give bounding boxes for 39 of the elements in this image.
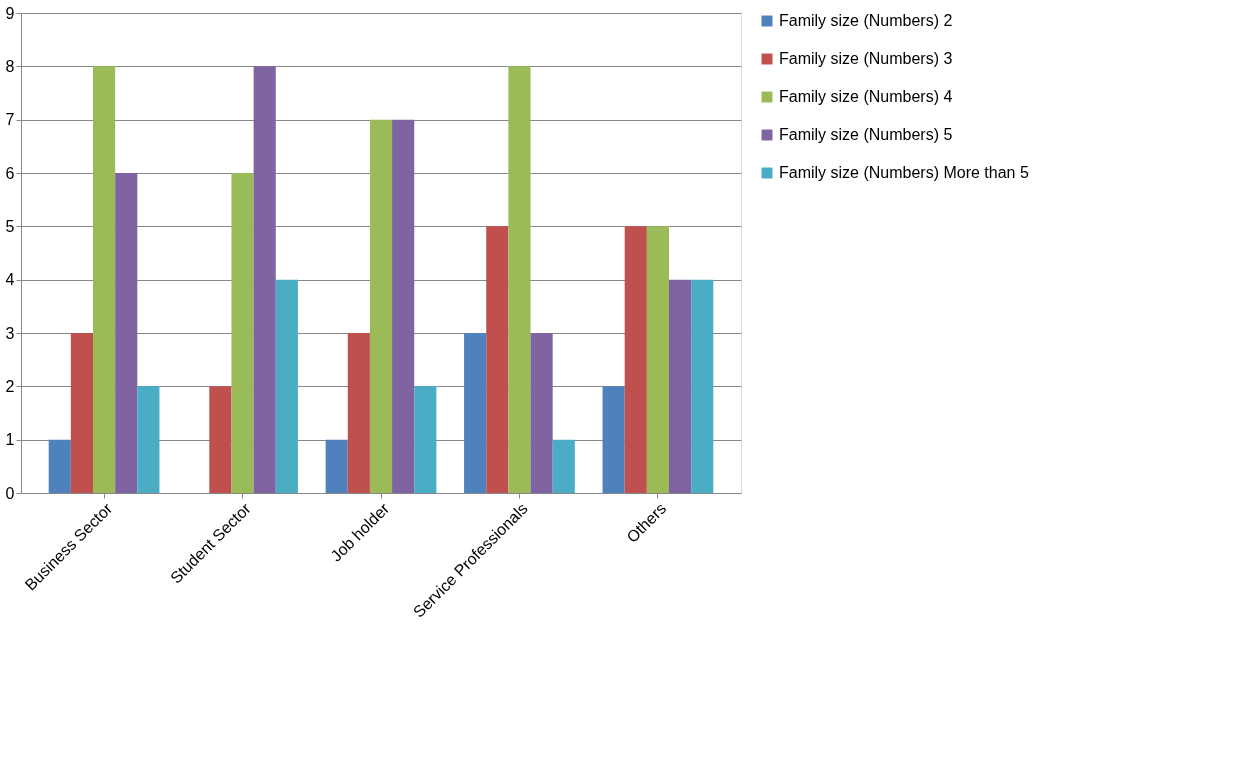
y-tick-label: 1 (5, 431, 15, 449)
bar (137, 386, 160, 493)
legend-label: Family size (Numbers) 3 (779, 50, 953, 67)
y-tick-label: 2 (5, 377, 15, 395)
bar (231, 173, 254, 493)
bar (48, 439, 71, 493)
bar (508, 66, 531, 493)
bar (369, 119, 393, 493)
bar (646, 226, 669, 493)
bar (414, 386, 437, 493)
y-tick-label: 8 (5, 57, 15, 75)
bar (602, 386, 625, 493)
legend-label: Family size (Numbers) 5 (779, 126, 953, 143)
bar (325, 439, 348, 493)
bar (624, 226, 647, 493)
bar (253, 66, 276, 493)
bar (464, 333, 487, 493)
bar (392, 119, 415, 493)
bar (691, 279, 714, 493)
bar (70, 333, 93, 493)
legend-label: Family size (Numbers) 2 (779, 12, 953, 29)
legend-label: Family size (Numbers) More than 5 (779, 164, 1029, 181)
bar (275, 279, 298, 493)
bar (530, 333, 553, 493)
y-tick-label: 7 (5, 111, 15, 129)
y-tick-label: 3 (5, 324, 15, 342)
y-tick-label: 0 (5, 484, 15, 502)
bar (209, 386, 232, 493)
y-tick-label: 5 (5, 217, 15, 235)
bar (669, 279, 692, 493)
bar (552, 439, 575, 493)
y-tick-label: 9 (5, 4, 15, 22)
bar (93, 66, 116, 493)
bar (486, 226, 509, 493)
y-tick-label: 4 (5, 271, 15, 289)
y-tick-label: 6 (5, 164, 15, 182)
bar (347, 333, 370, 493)
legend-label: Family size (Numbers) 4 (779, 88, 953, 105)
bar (115, 173, 138, 493)
